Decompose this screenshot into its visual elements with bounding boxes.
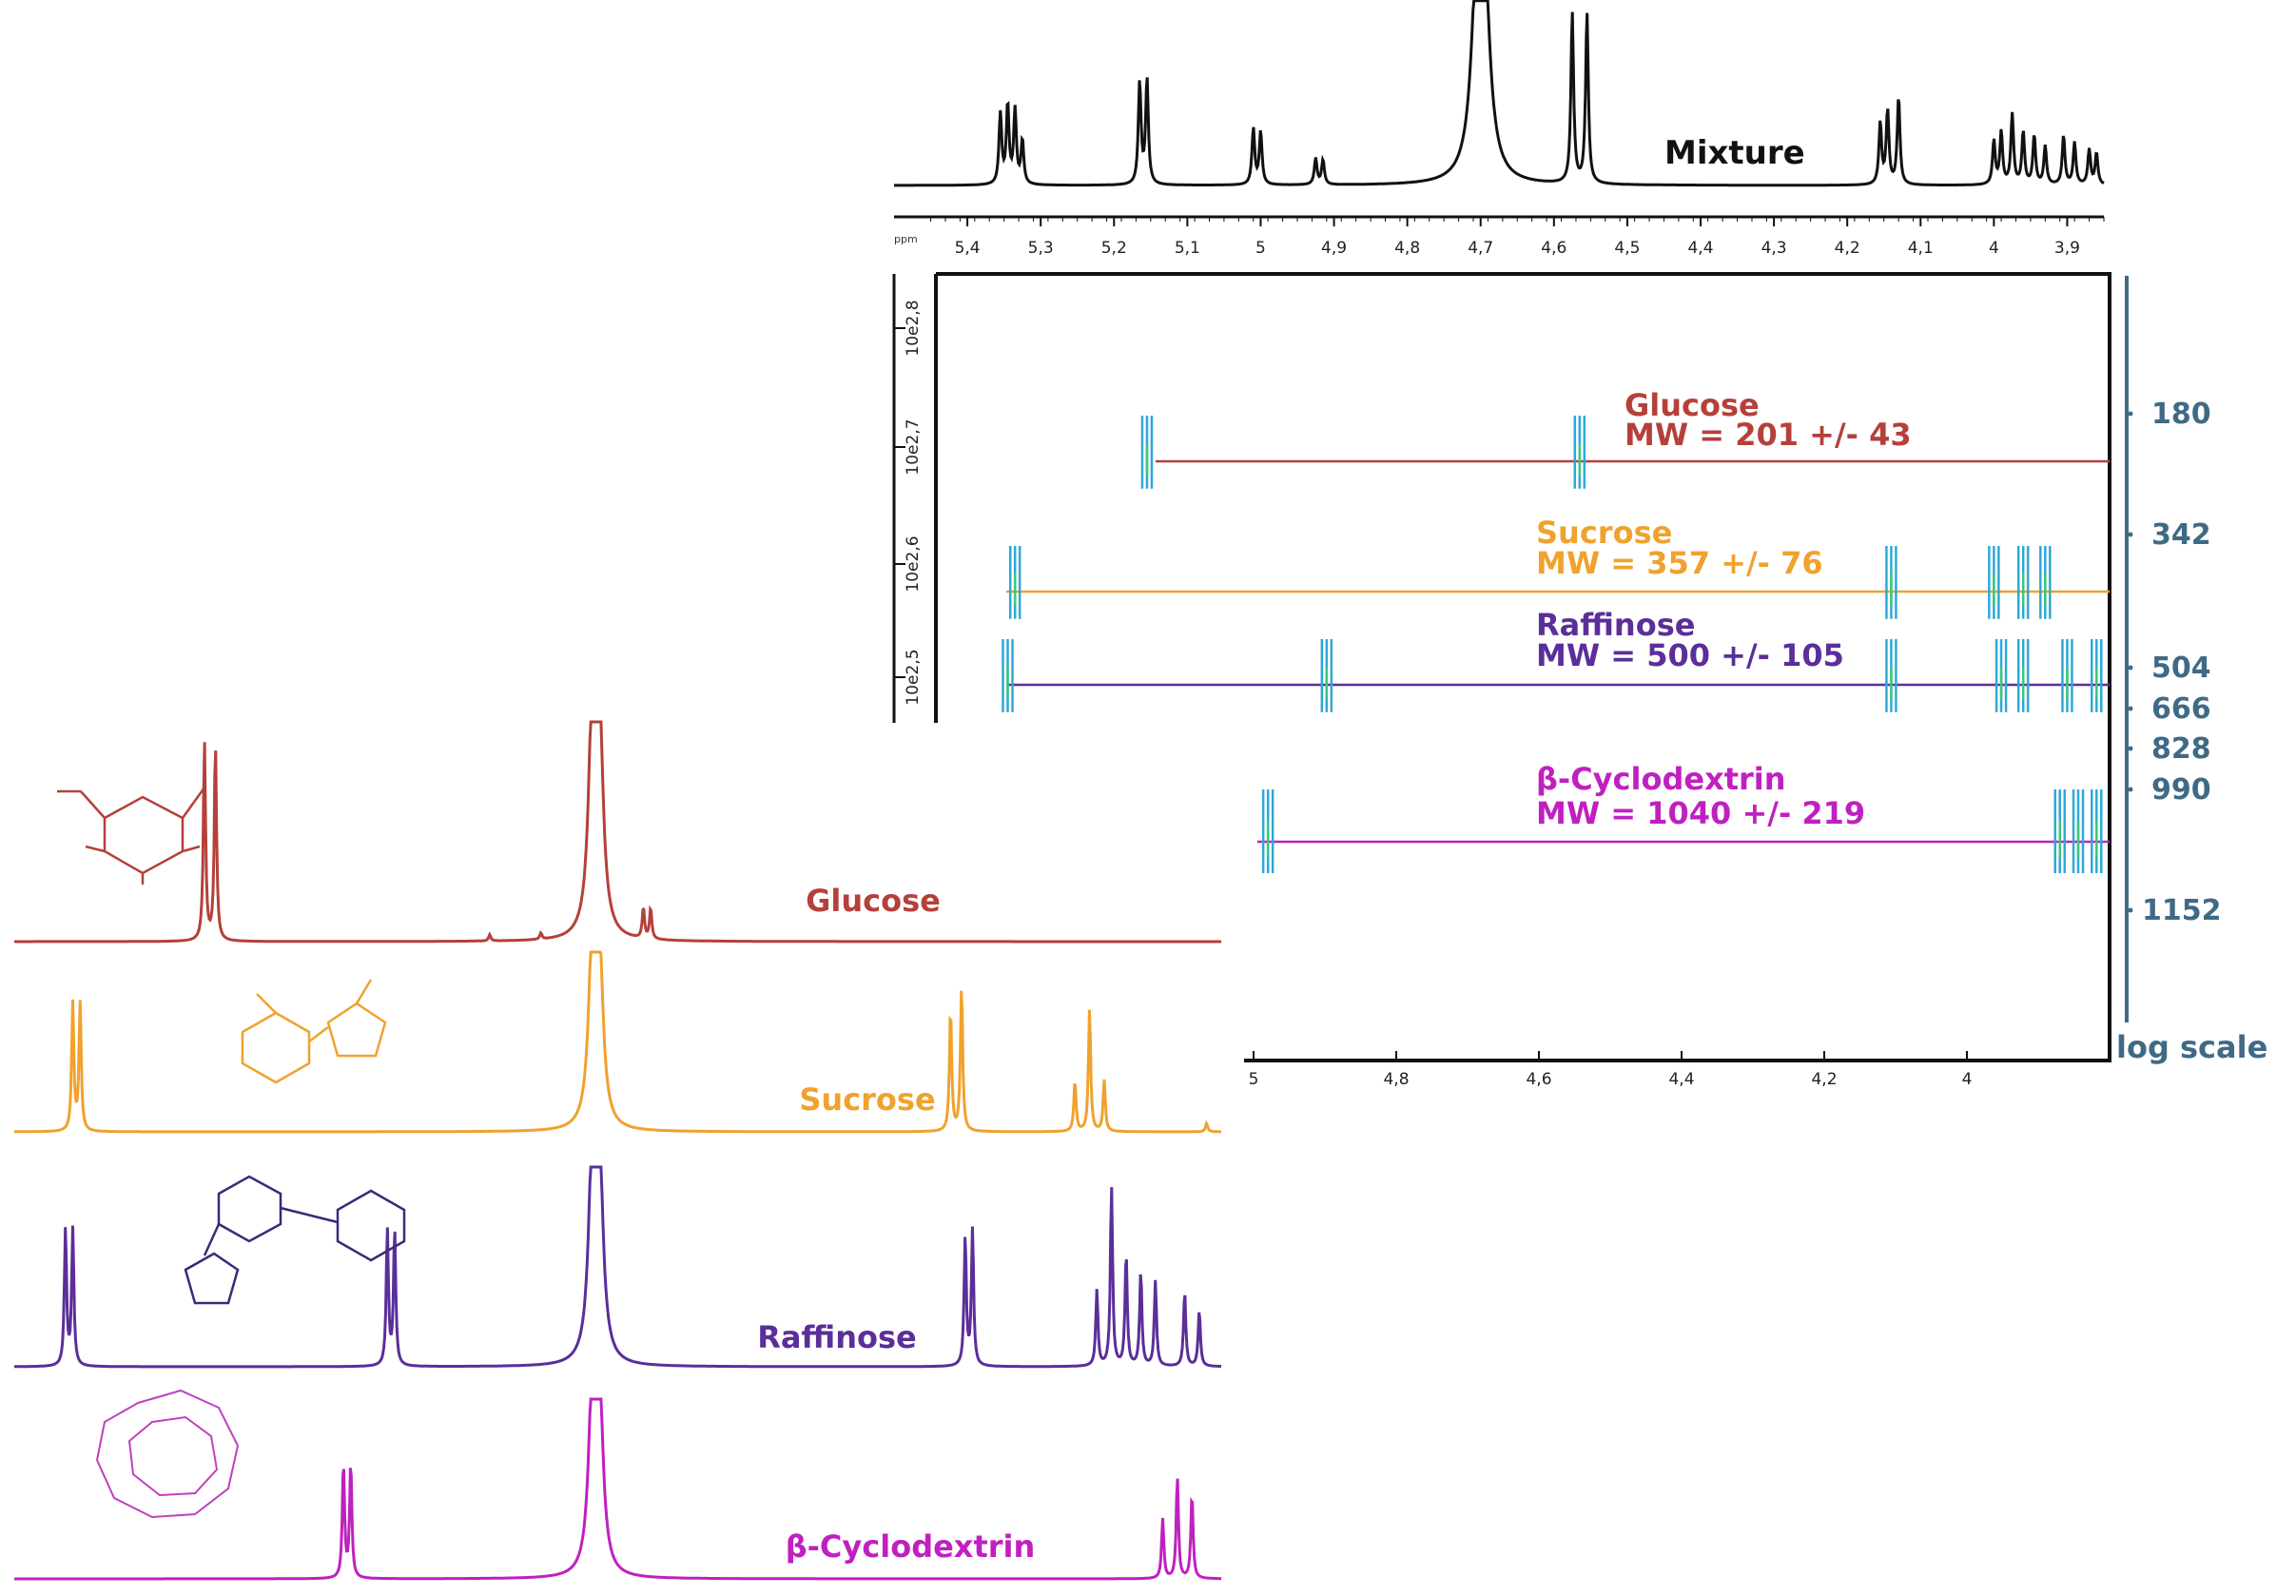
dosy-lower-tick-label: 4,2 bbox=[1811, 1070, 1837, 1089]
dosy-series-name: Sucrose bbox=[1536, 515, 1672, 551]
mixture-tick-label: 4 bbox=[1989, 239, 1999, 258]
reference-spectrum-label: β-Cyclodextrin bbox=[786, 1528, 1036, 1565]
mixture-spectrum: Mixture 5,4 5,3 5,2 5,1 5 4,9 4,8 4,7 4,6 4,5 4,4 4… bbox=[894, 0, 2105, 258]
dosy-lower-tick-label: 4 bbox=[1962, 1070, 1973, 1089]
dosy-peak bbox=[2053, 789, 2066, 873]
mw-scale-tick bbox=[2128, 746, 2133, 751]
dosy-peak bbox=[2072, 789, 2085, 873]
mw-scale-tick bbox=[2128, 665, 2133, 671]
mw-scale-tick-label: 504 bbox=[2151, 652, 2211, 685]
mw-scale-tick bbox=[2128, 532, 2133, 537]
dosy-peak bbox=[1008, 546, 1022, 619]
dosy-peak bbox=[2091, 639, 2103, 712]
dosy-lower-tick-label: 4,6 bbox=[1526, 1070, 1551, 1089]
reference-spectra: Glucose Sucrose Raffinose β-Cyclodextrin bbox=[14, 720, 1221, 1581]
dosy-y-axis: 10e2,8 10e2,7 10e2,6 10e2,5 bbox=[894, 300, 923, 706]
mixture-tick-label: 4,2 bbox=[1835, 239, 1860, 258]
mixture-tick-label: 4,5 bbox=[1614, 239, 1640, 258]
mixture-tick-label: 5,2 bbox=[1101, 239, 1127, 258]
sucrose-structure bbox=[241, 979, 387, 1084]
dosy-peak bbox=[2016, 639, 2030, 712]
reference-spectrum-label: Glucose bbox=[806, 883, 941, 919]
dosy-y-tick-label: 10e2,5 bbox=[904, 649, 923, 705]
mixture-tick-label: 4,7 bbox=[1468, 239, 1493, 258]
mixture-tick-label: 4,8 bbox=[1394, 239, 1420, 258]
mw-scale-tick-label: 342 bbox=[2151, 518, 2211, 552]
mixture-tick-label: 3,9 bbox=[2054, 239, 2080, 258]
dosy-series-mw: MW = 357 +/- 76 bbox=[1536, 545, 1823, 581]
dosy-y-tick-label: 10e2,7 bbox=[904, 418, 923, 475]
mixture-axis-unit: ppm bbox=[894, 233, 918, 245]
dosy-peak bbox=[2091, 789, 2103, 873]
mixture-x-axis: 5,4 5,3 5,2 5,1 5 4,9 4,8 4,7 4,6 4,5 4,4 4,3 4,2 4,1… bbox=[894, 215, 2105, 258]
mw-scale-tick-label: 666 bbox=[2151, 692, 2211, 726]
mw-scale-tick bbox=[2128, 411, 2133, 417]
dosy-series-name: Glucose bbox=[1625, 387, 1760, 423]
mw-scale-tick-label: 180 bbox=[2151, 398, 2211, 431]
cyclodextrin-structure bbox=[95, 1389, 240, 1519]
dosy-series-name: β-Cyclodextrin bbox=[1536, 761, 1786, 797]
dosy-peak bbox=[1573, 416, 1586, 489]
dosy-peak bbox=[1140, 416, 1154, 489]
dosy-series-mw: MW = 201 +/- 43 bbox=[1625, 417, 1912, 453]
mw-scale-tick-label: 1152 bbox=[2142, 894, 2222, 927]
reference-spectrum-line bbox=[14, 1397, 1221, 1581]
mw-scale-tick-label: 990 bbox=[2151, 773, 2211, 807]
mixture-tick-label: 4,3 bbox=[1761, 239, 1787, 258]
reference-spectrum-line bbox=[14, 1165, 1221, 1369]
dosy-lower-tick-label: 4,8 bbox=[1383, 1070, 1409, 1089]
mixture-tick-label: 4,9 bbox=[1321, 239, 1347, 258]
dosy-peak bbox=[1994, 639, 2008, 712]
mw-scale: 180 342 504 666 828 990 1152 bbox=[2128, 398, 2222, 927]
mw-scale-tick bbox=[2128, 706, 2133, 711]
mixture-spectrum-line bbox=[894, 0, 2105, 187]
dosy-peak bbox=[1002, 639, 1014, 712]
mw-scale-tick bbox=[2128, 787, 2133, 792]
mw-scale-tick-label: 828 bbox=[2151, 732, 2211, 766]
mixture-tick-label: 5,3 bbox=[1028, 239, 1054, 258]
mixture-tick-label: 5 bbox=[1255, 239, 1266, 258]
mixture-tick-label: 4,1 bbox=[1908, 239, 1934, 258]
dosy-series-mw: MW = 500 +/- 105 bbox=[1536, 637, 1844, 673]
reference-spectrum-line bbox=[14, 720, 1221, 944]
dosy-peak bbox=[2039, 546, 2052, 619]
mixture-tick-label: 5,4 bbox=[955, 239, 981, 258]
dosy-peak bbox=[1320, 639, 1333, 712]
raffinose-structure bbox=[184, 1175, 406, 1305]
dosy-series-name: Raffinose bbox=[1536, 607, 1695, 643]
dosy-series-mw: MW = 1040 +/- 219 bbox=[1536, 795, 1865, 831]
mixture-tick-label: 5,1 bbox=[1175, 239, 1200, 258]
glucose-structure bbox=[57, 787, 206, 885]
mw-scale-tick bbox=[2128, 907, 2133, 913]
dosy-lower-x-axis: 5 4,8 4,6 4,4 4,2 4 bbox=[1249, 1051, 1973, 1089]
dosy-y-tick-label: 10e2,8 bbox=[904, 300, 923, 356]
mixture-tick-label: 4,4 bbox=[1687, 239, 1713, 258]
dosy-lower-tick-label: 5 bbox=[1249, 1070, 1259, 1089]
dosy-y-tick-label: 10e2,6 bbox=[904, 535, 923, 592]
dosy-peak bbox=[1885, 546, 1897, 619]
dosy-peak bbox=[1885, 639, 1897, 712]
dosy-lower-tick-label: 4,4 bbox=[1668, 1070, 1694, 1089]
dosy-frame bbox=[934, 272, 2111, 1062]
mixture-tick-label: 4,6 bbox=[1541, 239, 1566, 258]
reference-spectrum-line bbox=[14, 950, 1221, 1134]
reference-spectrum-label: Raffinose bbox=[757, 1319, 916, 1355]
dosy-peak bbox=[2016, 546, 2030, 619]
dosy-peak bbox=[1988, 546, 2000, 619]
dosy-peak bbox=[2061, 639, 2073, 712]
reference-spectrum-label: Sucrose bbox=[799, 1081, 935, 1118]
mixture-label: Mixture bbox=[1664, 134, 1805, 172]
mw-scale-label: log scale bbox=[2116, 1029, 2267, 1065]
dosy-peak bbox=[1261, 789, 1274, 873]
